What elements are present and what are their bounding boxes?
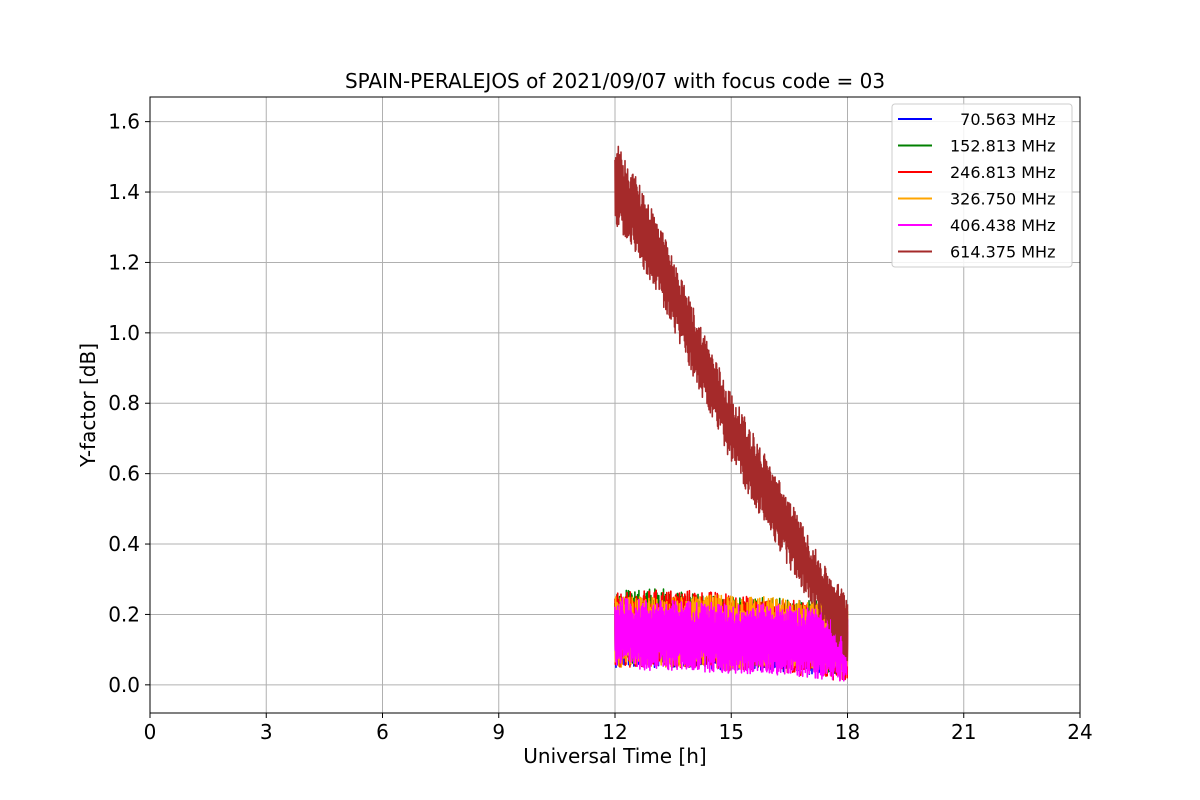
x-tick-label: 24 xyxy=(1067,720,1092,744)
legend-label: 152.813 MHz xyxy=(950,137,1055,156)
legend-label: 326.750 MHz xyxy=(950,190,1055,209)
legend-label: 246.813 MHz xyxy=(950,163,1055,182)
y-tick-label: 0.0 xyxy=(108,673,140,697)
y-tick-label: 1.2 xyxy=(108,250,140,274)
x-tick-label: 6 xyxy=(376,720,389,744)
plot-data xyxy=(614,145,849,682)
y-tick-label: 1.4 xyxy=(108,180,140,204)
chart-title: SPAIN-PERALEJOS of 2021/09/07 with focus… xyxy=(345,69,885,93)
x-tick-label: 18 xyxy=(835,720,860,744)
legend-label: 70.563 MHz xyxy=(950,110,1055,129)
legend: 70.563 MHz 152.813 MHz 246.813 MHz 326.750 … xyxy=(891,103,1073,268)
y-axis-label: Y-factor [dB] xyxy=(76,343,100,468)
y-tick-label: 1.0 xyxy=(108,321,140,345)
x-tick-label: 21 xyxy=(951,720,976,744)
x-tick-label: 15 xyxy=(719,720,744,744)
legend-label: 406.438 MHz xyxy=(950,216,1055,235)
x-tick-label: 12 xyxy=(602,720,627,744)
x-axis-label: Universal Time [h] xyxy=(523,744,706,768)
legend-box xyxy=(891,103,1073,268)
y-tick-label: 0.2 xyxy=(108,602,140,626)
y-tick-label: 1.6 xyxy=(108,110,140,134)
y-tick-label: 0.4 xyxy=(108,532,140,556)
legend-label: 614.375 MHz xyxy=(950,243,1055,262)
x-tick-label: 9 xyxy=(492,720,505,744)
x-tick-label: 0 xyxy=(144,720,157,744)
series-line-406-438-mhz xyxy=(614,597,849,682)
x-tick-label: 3 xyxy=(260,720,273,744)
y-tick-label: 0.6 xyxy=(108,462,140,486)
y-tick-label: 0.8 xyxy=(108,391,140,415)
axis-ticks: 0 3 6 9 12 15 18 21 24 0.0 0.2 0.4 0.6 0.8 1.0 1.2 1.4 1.… xyxy=(108,110,1093,744)
series-line-614-375-mhz xyxy=(614,145,849,662)
